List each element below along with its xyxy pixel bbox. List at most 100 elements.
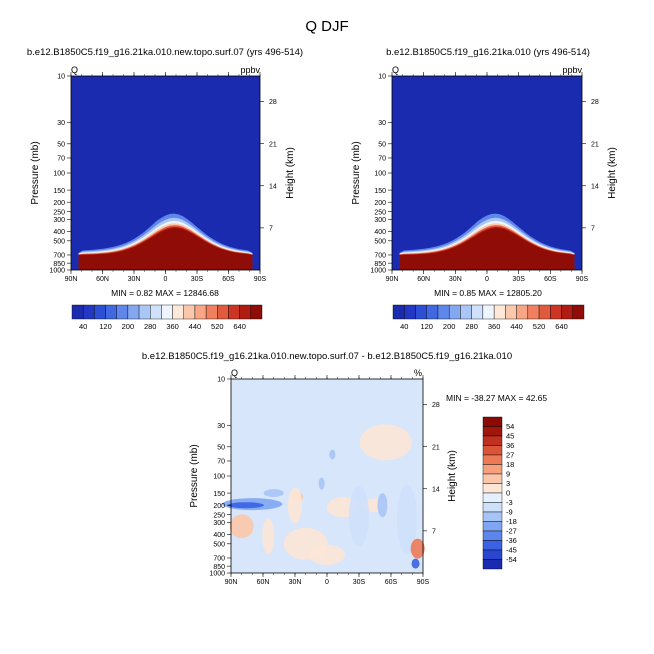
colorbar-segment (493, 304, 506, 320)
main-title: Q DJF (305, 18, 348, 35)
colorbar-label: 45 (506, 432, 514, 441)
colorbar-segment (415, 304, 427, 320)
colorbar-label: 200 (122, 322, 135, 331)
colorbar-segment (404, 304, 416, 320)
anomaly-region (263, 489, 284, 498)
anomaly-region (309, 544, 345, 565)
y-tick-label: 150 (374, 188, 386, 195)
y-tick-label: 30 (57, 120, 65, 127)
colorbar-label: 9 (506, 470, 510, 479)
y-tick-label: 200 (374, 200, 386, 207)
colorbar-label: 640 (555, 322, 568, 331)
colorbar-label: 520 (533, 322, 546, 331)
colorbar-label: 120 (99, 322, 112, 331)
y-tick-label: 1000 (49, 268, 65, 275)
colorbar-segment (482, 483, 503, 494)
colorbar-label: 360 (166, 322, 179, 331)
colorbar-segment (482, 492, 503, 503)
panel-title: b.e12.B1850C5.f19_g16.21ka.010 (yrs 496-… (386, 47, 590, 58)
x-tick-label: 30S (191, 276, 204, 283)
panel-title: b.e12.B1850C5.f19_g16.21ka.010.new.topo.… (142, 351, 512, 362)
y2-axis-label: Height (km) (447, 450, 458, 502)
colorbar-segment (116, 304, 129, 320)
x-tick-label: 0 (325, 579, 329, 586)
y2-tick-label: 28 (591, 99, 599, 106)
y2-tick-label: 28 (269, 99, 277, 106)
min-max-label: MIN = 0.82 MAX = 12846.68 (111, 288, 219, 298)
y2-tick-label: 21 (432, 444, 440, 451)
colorbar: 40 120 200 280 360 440 520 640 (71, 304, 263, 331)
colorbar-segment (205, 304, 218, 320)
y-tick-label: 700 (53, 253, 65, 260)
colorbar-segment (572, 304, 585, 320)
panel-left-label: Q (392, 65, 399, 75)
y-tick-label: 300 (374, 217, 386, 224)
colorbar-segment (471, 304, 484, 320)
colorbar-label: 520 (211, 322, 224, 331)
colorbar-segment (482, 549, 503, 560)
colorbar-label: 440 (510, 322, 523, 331)
y2-tick-label: 7 (432, 529, 436, 536)
colorbar-segment (482, 540, 503, 551)
colorbar-segment (105, 304, 117, 320)
colorbar-segment (392, 304, 405, 320)
y2-axis-label: Height (km) (285, 147, 296, 199)
colorbar-segment (550, 304, 562, 320)
panel-left-label: Q (231, 368, 238, 378)
y2-tick-label: 14 (591, 183, 599, 190)
x-tick-label: 30N (128, 276, 141, 283)
colorbar-segment (426, 304, 439, 320)
colorbar-segment (150, 304, 162, 320)
colorbar-label: -27 (506, 527, 517, 536)
anomaly-region (288, 487, 302, 524)
colorbar-segment (482, 559, 503, 570)
y-tick-label: 850 (53, 261, 65, 268)
colorbar-label: 18 (506, 460, 514, 469)
colorbar-segment (527, 304, 540, 320)
x-tick-label: 90S (254, 276, 267, 283)
min-max-label: MIN = -38.27 MAX = 42.65 (446, 393, 547, 403)
y2-axis-ticks: 28 21 14 7 (582, 99, 599, 233)
y2-axis-ticks: 28 21 14 7 (260, 99, 277, 233)
y-tick-label: 200 (53, 200, 65, 207)
colorbar-segment (482, 473, 503, 484)
colorbar-segment (250, 304, 263, 320)
colorbar-label: 54 (506, 422, 514, 431)
y-tick-label: 400 (374, 229, 386, 236)
colorbar-segment (482, 426, 503, 437)
panel-right-label: ppbv (562, 65, 582, 75)
colorbar-segment (482, 511, 503, 522)
y-tick-label: 300 (213, 520, 225, 527)
colorbar-label: -18 (506, 517, 517, 526)
colorbar-segment (482, 435, 503, 446)
y-tick-label: 250 (213, 512, 225, 519)
x-tick-label: 90N (65, 276, 78, 283)
x-axis-ticks: 90N 60N 30N 0 30S 60S 90S (225, 375, 430, 586)
y-tick-label: 200 (213, 503, 225, 510)
heatmap-field (222, 379, 425, 573)
x-tick-label: 0 (485, 276, 489, 283)
colorbar-label: 36 (506, 441, 514, 450)
colorbar-segment (161, 304, 173, 320)
colorbar-label: 360 (488, 322, 501, 331)
x-tick-label: 90N (225, 579, 238, 586)
anomaly-region (411, 558, 420, 569)
panel-left-label: Q (71, 65, 78, 75)
anomaly-region (329, 449, 336, 460)
colorbar-segment (228, 304, 240, 320)
colorbar-label: 27 (506, 451, 514, 460)
y2-tick-label: 7 (269, 226, 273, 233)
colorbar-segment (172, 304, 184, 320)
anomaly-region (227, 502, 264, 509)
y-tick-label: 30 (217, 423, 225, 430)
x-axis-ticks: 90N 60N 30N 0 30S 60S 90S (65, 72, 267, 283)
anomaly-region (349, 486, 369, 547)
colorbar-label: 120 (420, 322, 433, 331)
y-tick-label: 250 (374, 209, 386, 216)
colorbar-segment (505, 304, 517, 320)
x-tick-label: 60S (385, 579, 398, 586)
colorbar-label: 200 (443, 322, 456, 331)
